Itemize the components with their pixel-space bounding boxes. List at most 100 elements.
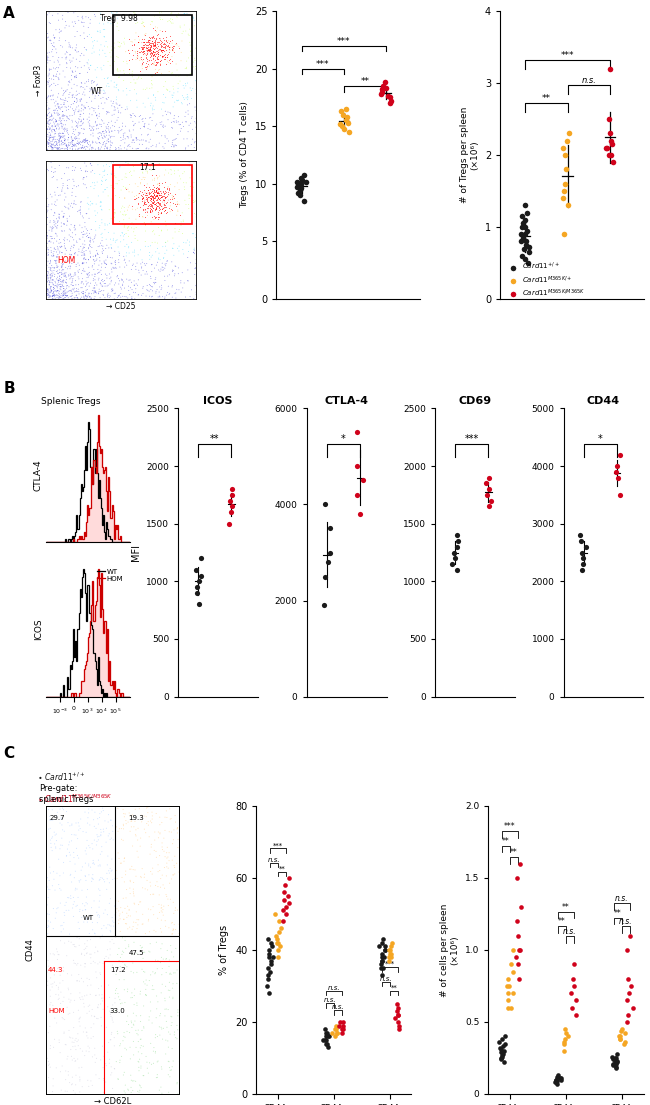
Point (84, 287, 95, 305)
Point (449, 544, 460, 561)
Point (119, 850, 129, 867)
Point (120, 1040, 130, 1057)
Point (68, 1038, 78, 1055)
Point (44, 808, 55, 825)
Point (87, 1076, 98, 1094)
Point (120, 1029, 130, 1046)
Point (55, 108, 65, 126)
Point (79, 131, 90, 149)
Point (54, 24, 64, 42)
Point (80, 251, 90, 269)
Point (71, 1030, 81, 1048)
Point (162, 891, 173, 908)
Point (140, 46, 151, 64)
Point (268, 948, 278, 966)
Point (148, 176, 159, 193)
Point (90, 113, 101, 130)
Point (54, 261, 64, 278)
Point (154, 194, 164, 212)
Point (150, 275, 160, 293)
Point (43, 49, 53, 66)
Point (85, 986, 96, 1003)
Point (118, 128, 129, 146)
Point (177, 224, 188, 242)
Point (64, 836, 74, 854)
Point (153, 168, 163, 186)
Point (60, 273, 71, 291)
Point (151, 54, 162, 72)
Point (118, 130, 128, 148)
Point (138, 196, 149, 213)
Point (191, 283, 202, 301)
Point (72, 928, 83, 946)
Point (75, 1009, 85, 1027)
Point (291, 172, 302, 190)
Point (164, 180, 174, 198)
Point (99, 812, 110, 830)
Point (158, 42, 168, 60)
Point (84, 259, 94, 276)
Point (53, 851, 64, 869)
Point (555, 1070, 566, 1087)
Point (85, 155, 96, 172)
Point (51, 59, 62, 76)
Point (142, 188, 153, 206)
Point (157, 33, 168, 51)
Point (47, 221, 57, 239)
Point (47, 110, 57, 128)
Point (85, 248, 96, 265)
Point (72, 233, 82, 251)
Point (121, 812, 131, 830)
Point (45, 112, 55, 129)
Point (134, 208, 144, 225)
Point (615, 445, 625, 463)
Point (129, 276, 139, 294)
Point (138, 36, 148, 54)
Point (384, 941, 394, 959)
Point (79, 246, 90, 264)
Point (46, 834, 56, 852)
Point (53, 282, 63, 299)
Point (58, 107, 69, 125)
Point (42, 48, 53, 65)
Point (54, 283, 64, 301)
Point (88, 74, 99, 92)
Point (44, 286, 54, 304)
Point (152, 183, 162, 201)
Point (165, 27, 176, 44)
Point (66, 832, 77, 850)
Point (85, 274, 96, 292)
Point (136, 1078, 146, 1096)
Point (64, 1029, 75, 1046)
Point (144, 45, 155, 63)
Point (89, 855, 99, 873)
Point (88, 261, 99, 278)
Point (70, 140, 81, 158)
Point (182, 74, 192, 92)
Point (153, 41, 163, 59)
Point (118, 275, 128, 293)
Point (79, 935, 90, 953)
Point (72, 36, 82, 54)
Point (159, 42, 169, 60)
Point (96, 192, 106, 210)
Point (98, 123, 108, 140)
Point (57, 119, 67, 137)
Point (89, 80, 99, 97)
Point (44, 110, 55, 128)
Point (51, 254, 61, 272)
Point (114, 902, 124, 919)
Point (64, 208, 75, 225)
Point (320, 1020, 330, 1038)
Point (96, 827, 106, 844)
Point (154, 1082, 164, 1099)
Point (53, 63, 63, 81)
Point (44, 134, 54, 151)
Point (75, 203, 86, 221)
Point (188, 178, 198, 196)
Point (130, 43, 140, 61)
Point (71, 257, 81, 275)
Point (155, 878, 166, 896)
Point (155, 204, 166, 222)
Point (74, 873, 85, 891)
